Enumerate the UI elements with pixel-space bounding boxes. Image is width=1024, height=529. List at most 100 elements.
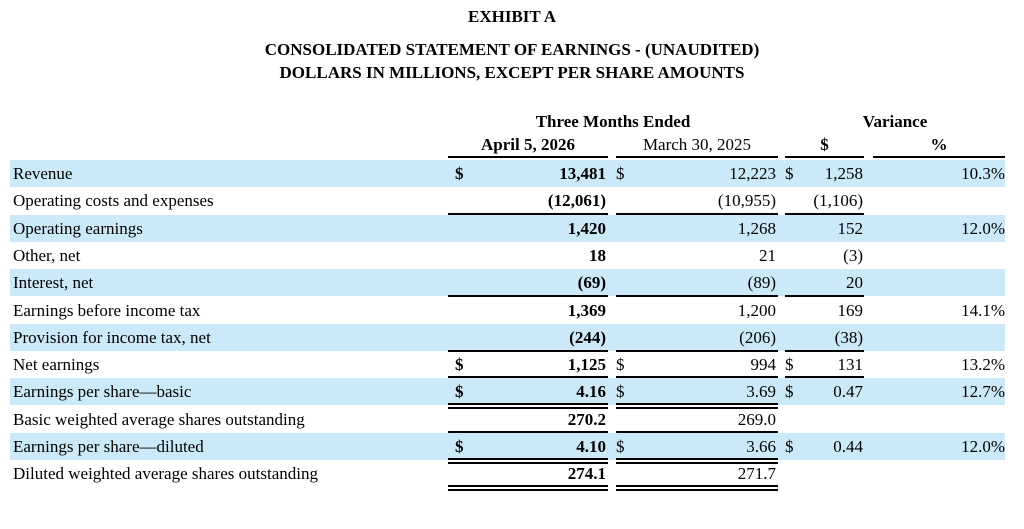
row-label: Net earnings xyxy=(13,355,100,375)
variance-dollar-header: $ xyxy=(820,135,829,154)
current-value: (12,061) xyxy=(547,191,606,211)
var-sym-value: $ xyxy=(785,382,794,402)
current-value: 4.10 xyxy=(576,437,606,456)
prior-value: (206) xyxy=(739,327,776,347)
single-underline xyxy=(785,295,864,298)
header-rule xyxy=(448,156,608,158)
var-value: (1,106) xyxy=(813,191,863,211)
current-value: 1,125 xyxy=(567,355,606,375)
header-rule xyxy=(785,156,864,158)
pct-value: 14.1% xyxy=(961,300,1005,320)
pct-value xyxy=(873,269,1005,296)
prior-value: 271.7 xyxy=(737,464,776,484)
current-value: 13,481 xyxy=(559,164,606,183)
var-value: 1,258 xyxy=(824,164,863,183)
prior-value: 3.66 xyxy=(746,437,776,456)
current-period-header: April 5, 2026 xyxy=(481,135,575,154)
period-group-header: Three Months Ended xyxy=(535,112,691,131)
table-row: Other, net 18 21 (3) xyxy=(10,242,1005,269)
single-underline xyxy=(785,349,864,352)
current-value: (69) xyxy=(577,273,606,293)
table-row: Interest, net (69) (89) 20 xyxy=(10,269,1005,298)
table-row: Diluted weighted average shares outstand… xyxy=(10,460,1005,492)
pct-value xyxy=(873,242,1005,269)
var-sym-value: $ xyxy=(785,355,794,375)
variance-group-header: Variance xyxy=(862,112,928,131)
single-underline xyxy=(616,295,778,298)
pri-sym-value: $ xyxy=(616,164,625,183)
current-value: 1,369 xyxy=(567,300,606,320)
table-row: Basic weighted average shares outstandin… xyxy=(10,406,1005,437)
pct-value: 12.0% xyxy=(961,437,1005,456)
double-underline xyxy=(616,458,778,464)
var-value xyxy=(785,460,863,487)
var-value: 131 xyxy=(837,355,864,375)
var-sym-value: $ xyxy=(785,164,794,183)
variance-percent-header: % xyxy=(930,135,948,154)
prior-value: 994 xyxy=(750,355,777,375)
single-underline xyxy=(785,213,864,216)
row-label: Operating earnings xyxy=(13,218,143,238)
pri-sym-value: $ xyxy=(616,437,625,456)
double-underline xyxy=(448,458,608,464)
row-label: Provision for income tax, net xyxy=(13,327,211,347)
table-row: Operating earnings 1,420 1,268 152 12.0% xyxy=(10,214,1005,242)
pct-value xyxy=(873,324,1005,351)
prior-period-header: March 30, 2025 xyxy=(642,135,752,154)
exhibit-title: EXHIBIT A xyxy=(467,7,557,26)
row-label: Earnings per share—basic xyxy=(13,382,192,402)
row-label: Earnings per share—diluted xyxy=(13,437,204,456)
pct-value: 13.2% xyxy=(961,355,1005,375)
current-value: 270.2 xyxy=(567,409,606,429)
current-value: 18 xyxy=(589,245,606,265)
var-value: 0.44 xyxy=(833,437,863,456)
cur-sym-value: $ xyxy=(455,164,464,183)
table-row: Earnings per share—basic $4.16 $3.69 $0.47 1… xyxy=(10,378,1005,410)
pct-value: 10.3% xyxy=(961,164,1005,183)
header-rule xyxy=(873,156,1005,158)
table-row: Operating costs and expenses (12,061) (10,… xyxy=(10,187,1005,216)
single-underline xyxy=(616,349,778,352)
cur-sym-value: $ xyxy=(455,355,464,375)
single-underline xyxy=(448,295,608,298)
row-label: Revenue xyxy=(13,164,73,183)
var-value: (3) xyxy=(843,245,863,265)
single-underline xyxy=(448,213,608,216)
row-label: Operating costs and expenses xyxy=(13,191,214,211)
pct-value xyxy=(873,460,1005,487)
var-value: 152 xyxy=(837,218,864,238)
cur-sym-value: $ xyxy=(455,437,464,456)
prior-value: (10,955) xyxy=(717,191,776,211)
pct-value xyxy=(873,187,1005,214)
current-value: 1,420 xyxy=(567,218,606,238)
var-value: 20 xyxy=(846,273,863,293)
current-value: 4.16 xyxy=(576,382,606,402)
current-value: 274.1 xyxy=(567,464,606,484)
row-label: Basic weighted average shares outstandin… xyxy=(13,409,305,429)
var-value: (38) xyxy=(834,327,863,347)
table-row: Provision for income tax, net (244) (206) (… xyxy=(10,323,1005,352)
double-underline xyxy=(448,403,608,410)
table-row: Revenue $13,481 $12,223 $1,258 10.3% xyxy=(10,160,1005,187)
prior-value: 1,268 xyxy=(737,218,776,238)
statement-title: CONSOLIDATED STATEMENT OF EARNINGS - (UN… xyxy=(264,40,760,59)
row-label: Diluted weighted average shares outstand… xyxy=(13,464,318,484)
row-label: Interest, net xyxy=(13,273,94,293)
single-underline xyxy=(448,349,608,352)
cur-sym-value: $ xyxy=(455,382,464,402)
double-underline xyxy=(616,485,778,492)
prior-value: 269.0 xyxy=(737,409,776,429)
pct-value xyxy=(873,406,1005,433)
table-row: Earnings per share—diluted $4.10 $3.66 $0.4… xyxy=(10,433,1005,464)
pct-value: 12.7% xyxy=(961,382,1005,402)
pri-sym-value: $ xyxy=(616,382,625,402)
current-value: (244) xyxy=(569,327,606,347)
table-row: Net earnings $1,125 $994 $131 13.2% xyxy=(10,351,1005,383)
prior-value: 12,223 xyxy=(729,164,776,183)
prior-value: 21 xyxy=(759,245,776,265)
pri-sym-value: $ xyxy=(616,355,625,375)
var-value xyxy=(785,406,863,433)
units-subtitle: DOLLARS IN MILLIONS, EXCEPT PER SHARE AM… xyxy=(279,63,745,82)
prior-value: 1,200 xyxy=(737,300,776,320)
prior-value: 3.69 xyxy=(746,382,776,402)
